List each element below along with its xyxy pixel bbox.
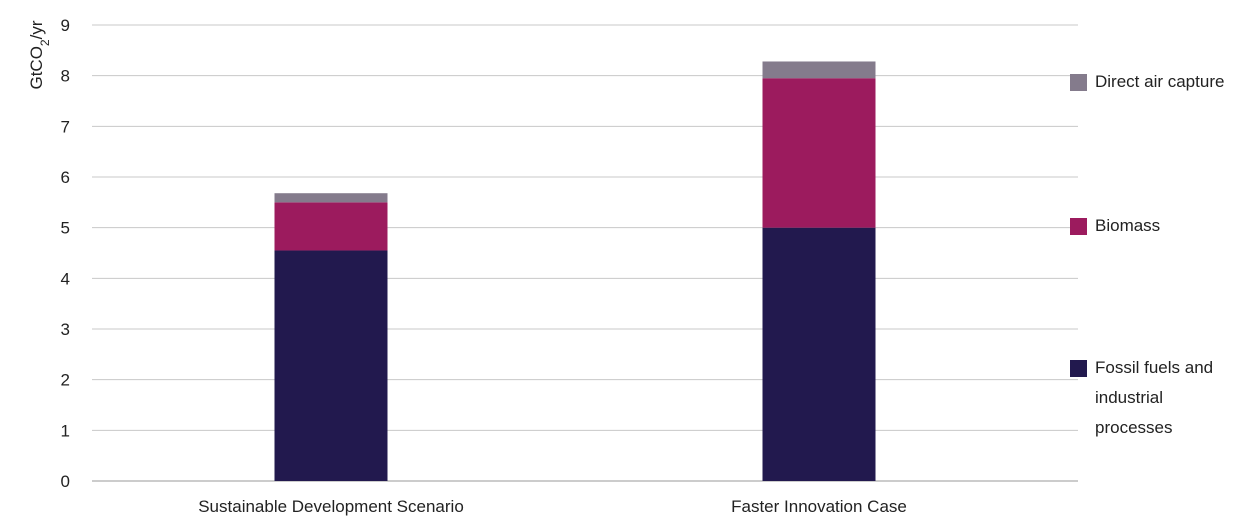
- y-tick-label: 4: [61, 269, 70, 288]
- bar-segment: [762, 227, 876, 481]
- y-tick-label: 7: [61, 117, 70, 136]
- legend-swatch: [1070, 360, 1087, 377]
- x-axis-categories: Sustainable Development Scenario Faster I…: [198, 497, 907, 516]
- y-axis-label: GtCO2/yr: [27, 20, 52, 89]
- x-category-label: Faster Innovation Case: [731, 497, 907, 516]
- gridlines: [92, 24, 1078, 482]
- legend: Direct air capture Biomass Fossil fuels …: [1070, 0, 1251, 517]
- legend-label: Fossil fuels and industrial processes: [1095, 358, 1214, 437]
- x-category-label: Sustainable Development Scenario: [198, 497, 464, 516]
- y-tick-label: 8: [61, 67, 70, 86]
- y-tick-label: 9: [61, 16, 70, 35]
- legend-swatch: [1070, 74, 1087, 91]
- legend-item-biomass: Biomass: [1070, 214, 1245, 241]
- legend-item-fossil-fuels: Fossil fuels and industrial processes: [1070, 356, 1245, 443]
- y-tick-label: 3: [61, 320, 70, 339]
- legend-item-direct-air-capture: Direct air capture: [1070, 70, 1245, 97]
- bar-segment: [274, 193, 388, 203]
- y-tick-label: 5: [61, 219, 70, 238]
- legend-label: Biomass: [1095, 216, 1161, 235]
- legend-label: Direct air capture: [1095, 72, 1225, 91]
- y-axis-ticks: 0 1 2 3 4 5 6 7 8 9: [61, 16, 70, 491]
- y-tick-label: 2: [61, 371, 70, 390]
- y-tick-label: 0: [61, 472, 70, 491]
- bars: [274, 61, 876, 481]
- y-tick-label: 6: [61, 168, 70, 187]
- legend-swatch: [1070, 218, 1087, 235]
- bar-segment: [762, 61, 876, 79]
- y-tick-label: 1: [61, 421, 70, 440]
- bar-segment: [274, 202, 388, 251]
- bar-segment: [274, 250, 388, 481]
- bar-segment: [762, 78, 876, 228]
